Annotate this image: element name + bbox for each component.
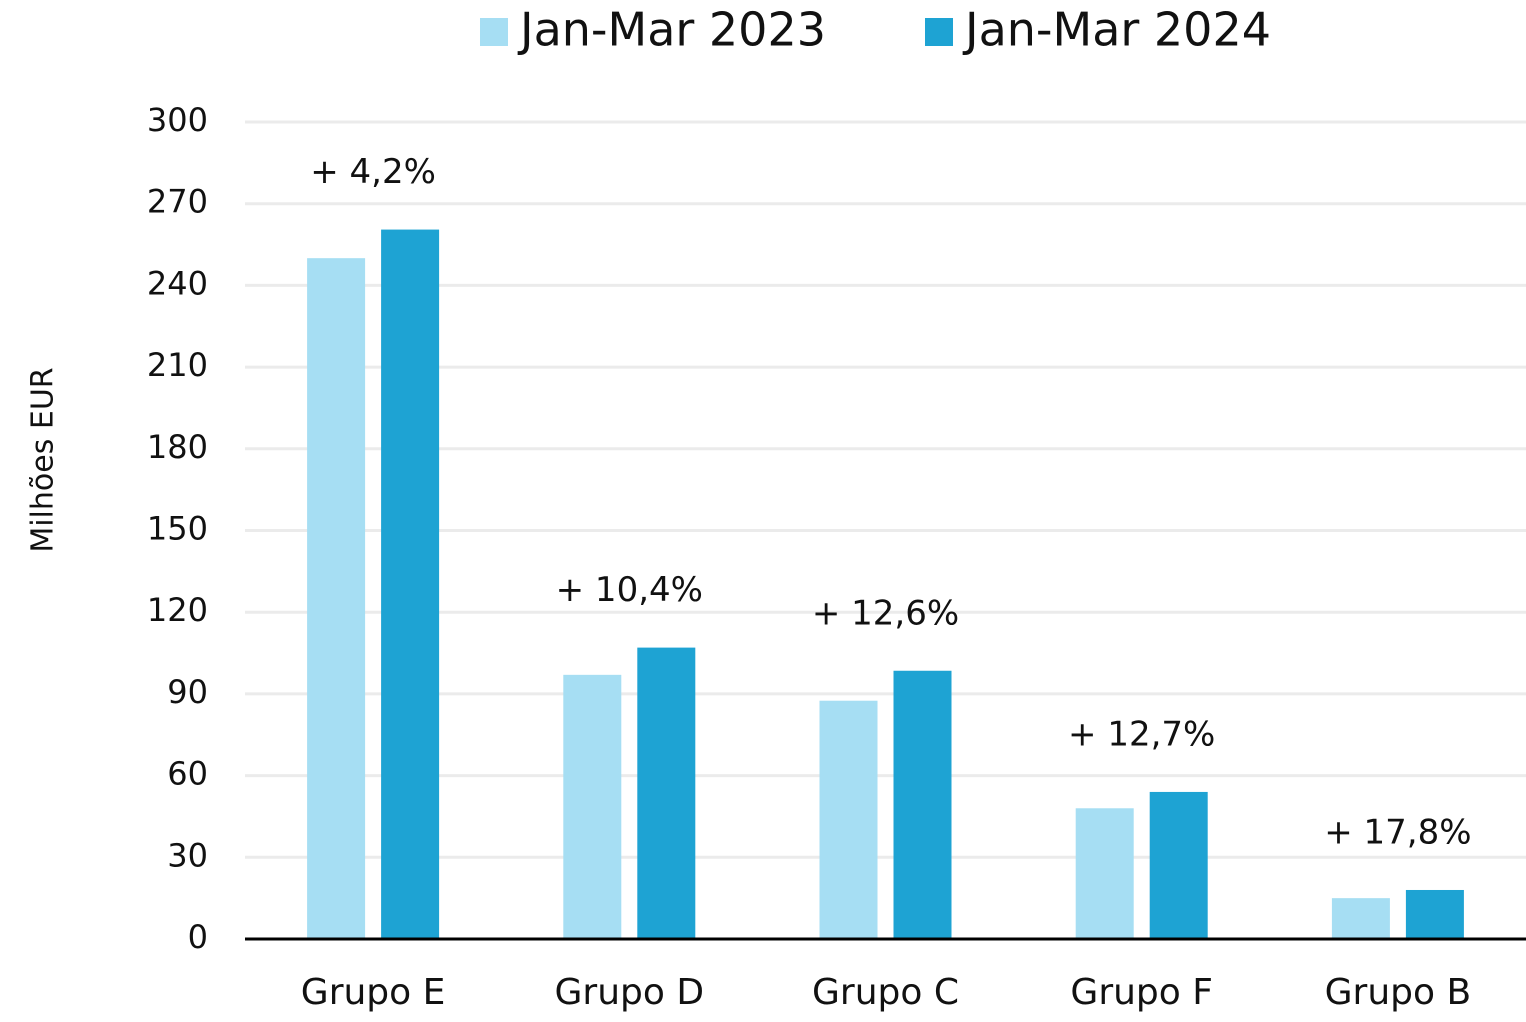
y-tick-label: 120 — [147, 591, 208, 629]
legend-swatch — [480, 18, 508, 46]
legend-label: Jan-Mar 2023 — [517, 3, 826, 57]
x-tick-label: Grupo D — [555, 972, 705, 1013]
y-tick-label: 180 — [147, 428, 208, 466]
bar — [307, 258, 366, 940]
bar — [1405, 889, 1464, 939]
y-tick-label: 60 — [167, 755, 208, 793]
legend-label: Jan-Mar 2024 — [962, 3, 1271, 57]
y-axis-label: Milhões EUR — [26, 367, 61, 552]
y-tick-label: 0 — [188, 918, 208, 956]
y-tick-label: 210 — [147, 346, 208, 384]
y-tick-label: 300 — [147, 101, 208, 139]
y-tick-label: 90 — [167, 673, 208, 711]
annotation: + 10,4% — [556, 570, 703, 610]
annotation: + 17,8% — [1324, 812, 1471, 852]
y-tick-label: 270 — [147, 183, 208, 221]
legend-swatch — [925, 18, 953, 46]
bar — [1149, 791, 1208, 939]
x-tick-label: Grupo C — [812, 972, 959, 1013]
bar — [1075, 808, 1134, 939]
bar — [637, 647, 696, 939]
y-tick-label: 150 — [147, 510, 208, 548]
bar — [819, 700, 878, 939]
bar — [893, 670, 952, 939]
bar — [381, 229, 440, 940]
annotation: + 4,2% — [310, 152, 436, 192]
bar — [563, 674, 622, 939]
x-tick-label: Grupo E — [301, 972, 446, 1013]
y-tick-label: 240 — [147, 264, 208, 302]
x-tick-label: Grupo F — [1070, 972, 1213, 1013]
bar — [1331, 898, 1390, 939]
annotation: + 12,6% — [812, 593, 959, 633]
x-tick-label: Grupo B — [1325, 972, 1472, 1013]
y-tick-label: 30 — [167, 836, 208, 874]
annotation: + 12,7% — [1068, 714, 1215, 754]
